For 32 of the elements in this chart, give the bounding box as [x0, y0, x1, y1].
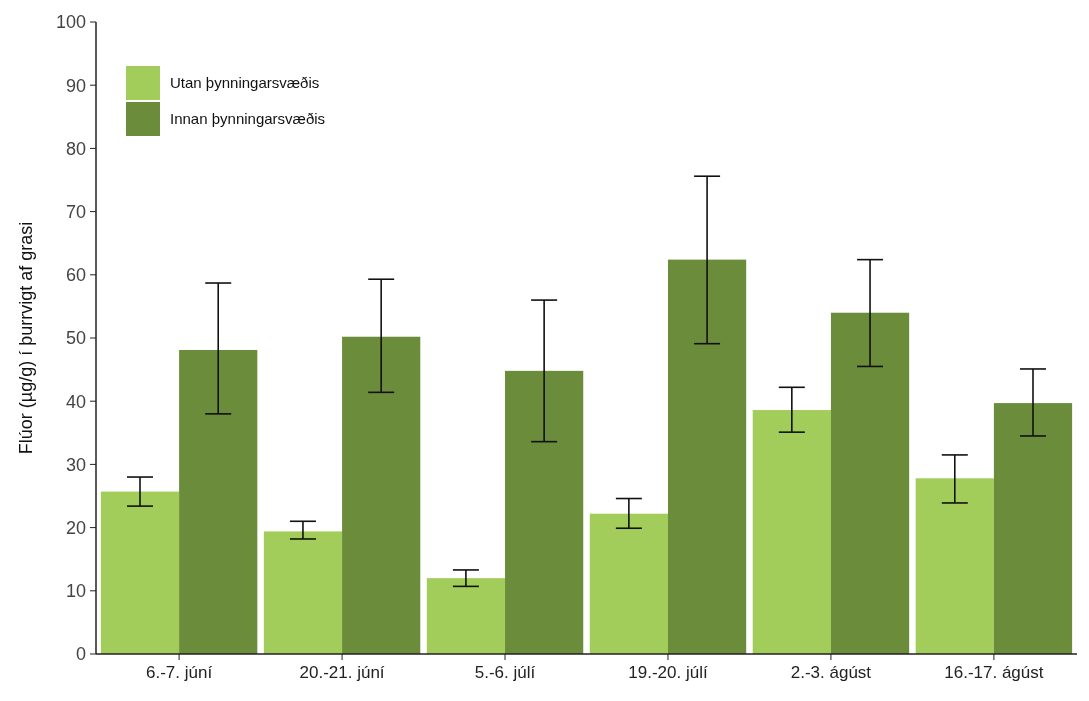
y-tick-label: 100 [55, 12, 86, 33]
y-tick-label: 60 [65, 265, 86, 286]
y-tick-label: 50 [65, 328, 86, 349]
bar [100, 491, 180, 654]
bar [589, 513, 668, 654]
bar [426, 578, 506, 654]
x-tick-label: 16.-17. ágúst [944, 663, 1044, 682]
x-tick-label: 6.-7. júní [146, 663, 213, 682]
y-tick-label: 70 [65, 201, 86, 222]
x-tick-label: 5.-6. júlí [474, 663, 536, 682]
bar [667, 259, 747, 654]
bar [342, 336, 421, 654]
y-tick-label: 30 [65, 454, 86, 475]
legend-label: Utan þynningarsvæðis [170, 74, 320, 92]
bar [263, 531, 343, 654]
bar [505, 370, 584, 654]
y-tick-label: 10 [65, 581, 86, 602]
x-tick-label: 2.-3. ágúst [790, 663, 872, 682]
y-tick-label: 20 [65, 517, 86, 538]
legend-label: Innan þynningarsvæðis [170, 110, 326, 128]
bar [752, 410, 831, 654]
y-tick-label: 0 [75, 644, 86, 665]
y-tick-label: 90 [65, 75, 86, 96]
y-axis-title: Flúor (µg/g) í þurrvigt af grasi [16, 221, 36, 455]
bar [993, 403, 1073, 654]
x-tick-label: 19.-20. júlí [628, 663, 708, 682]
x-tick-label: 20.-21. júní [299, 663, 385, 682]
y-tick-label: 40 [65, 391, 86, 412]
bar [830, 312, 910, 654]
bar [179, 350, 258, 654]
y-tick-label: 80 [65, 138, 86, 159]
bar [915, 478, 994, 654]
